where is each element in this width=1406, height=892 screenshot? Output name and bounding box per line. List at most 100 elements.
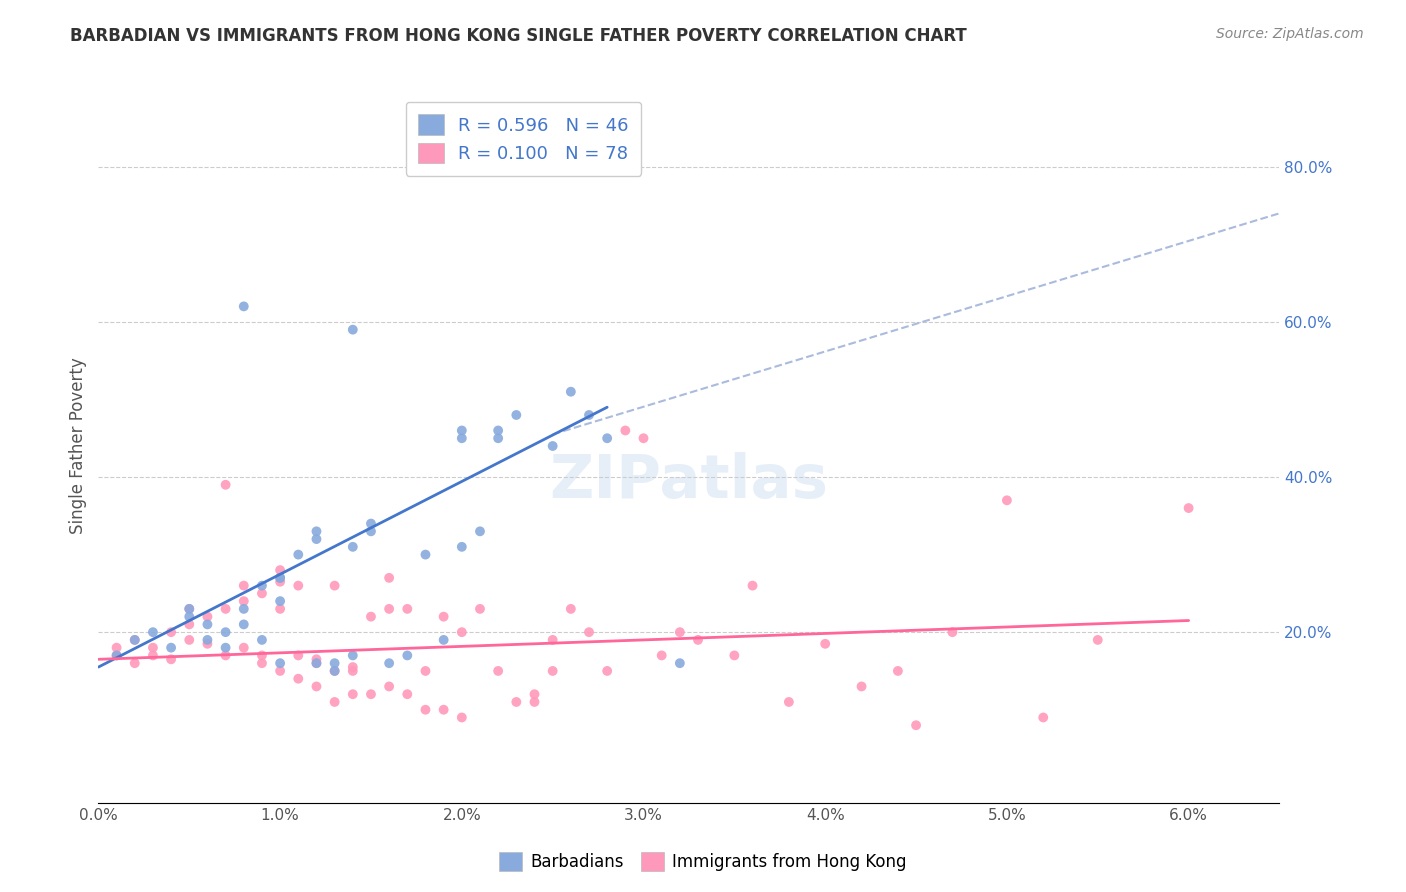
Text: ZIPatlas: ZIPatlas [550, 452, 828, 511]
Point [287, 579, 309, 593]
Point [378, 571, 401, 585]
Point [614, 424, 637, 438]
Text: Source: ZipAtlas.com: Source: ZipAtlas.com [1216, 27, 1364, 41]
Point [468, 524, 491, 539]
Point [578, 408, 600, 422]
Point [250, 579, 273, 593]
Point [269, 571, 291, 585]
Point [1032, 710, 1054, 724]
Legend: Barbadians, Immigrants from Hong Kong: Barbadians, Immigrants from Hong Kong [491, 843, 915, 880]
Point [105, 648, 128, 663]
Point [142, 648, 165, 663]
Point [250, 648, 273, 663]
Point [197, 637, 219, 651]
Point [250, 586, 273, 600]
Point [179, 617, 201, 632]
Point [179, 632, 201, 647]
Point [342, 687, 364, 701]
Point [269, 656, 291, 670]
Point [396, 687, 419, 701]
Point [305, 680, 328, 694]
Y-axis label: Single Father Poverty: Single Father Poverty [69, 358, 87, 534]
Point [232, 579, 254, 593]
Point [342, 648, 364, 663]
Point [214, 648, 236, 663]
Point [269, 602, 291, 616]
Point [323, 579, 346, 593]
Point [360, 516, 382, 531]
Point [269, 563, 291, 577]
Point [505, 695, 527, 709]
Point [560, 384, 582, 399]
Point [596, 431, 619, 445]
Point [160, 625, 183, 640]
Point [214, 625, 236, 640]
Point [160, 640, 183, 655]
Point [887, 664, 910, 678]
Point [396, 602, 419, 616]
Point [415, 548, 437, 562]
Point [232, 299, 254, 313]
Point [197, 617, 219, 632]
Point [450, 540, 472, 554]
Point [941, 625, 963, 640]
Point [160, 652, 183, 666]
Point [578, 625, 600, 640]
Text: BARBADIAN VS IMMIGRANTS FROM HONG KONG SINGLE FATHER POVERTY CORRELATION CHART: BARBADIAN VS IMMIGRANTS FROM HONG KONG S… [70, 27, 967, 45]
Point [124, 632, 146, 647]
Point [468, 602, 491, 616]
Point [305, 656, 328, 670]
Point [450, 424, 472, 438]
Point [305, 652, 328, 666]
Point [323, 664, 346, 678]
Point [232, 617, 254, 632]
Point [323, 656, 346, 670]
Point [250, 632, 273, 647]
Point [669, 656, 692, 670]
Point [396, 648, 419, 663]
Point [287, 648, 309, 663]
Point [541, 664, 564, 678]
Point [633, 431, 655, 445]
Point [179, 602, 201, 616]
Point [541, 439, 564, 453]
Point [269, 571, 291, 585]
Point [142, 625, 165, 640]
Point [486, 431, 509, 445]
Point [214, 477, 236, 491]
Point [905, 718, 928, 732]
Point [269, 574, 291, 589]
Point [269, 664, 291, 678]
Point [523, 687, 546, 701]
Point [197, 632, 219, 647]
Point [305, 532, 328, 546]
Point [433, 632, 456, 647]
Point [105, 648, 128, 663]
Point [342, 540, 364, 554]
Point [723, 648, 745, 663]
Point [505, 408, 527, 422]
Point [232, 602, 254, 616]
Point [287, 672, 309, 686]
Point [651, 648, 673, 663]
Point [1177, 501, 1199, 516]
Point [415, 664, 437, 678]
Point [287, 548, 309, 562]
Point [778, 695, 800, 709]
Point [378, 602, 401, 616]
Point [179, 602, 201, 616]
Legend: R = 0.596   N = 46, R = 0.100   N = 78: R = 0.596 N = 46, R = 0.100 N = 78 [406, 102, 641, 176]
Point [214, 640, 236, 655]
Point [323, 664, 346, 678]
Point [596, 664, 619, 678]
Point [378, 680, 401, 694]
Point [541, 632, 564, 647]
Point [433, 609, 456, 624]
Point [179, 609, 201, 624]
Point [851, 680, 873, 694]
Point [360, 687, 382, 701]
Point [360, 609, 382, 624]
Point [323, 695, 346, 709]
Point [523, 695, 546, 709]
Point [415, 703, 437, 717]
